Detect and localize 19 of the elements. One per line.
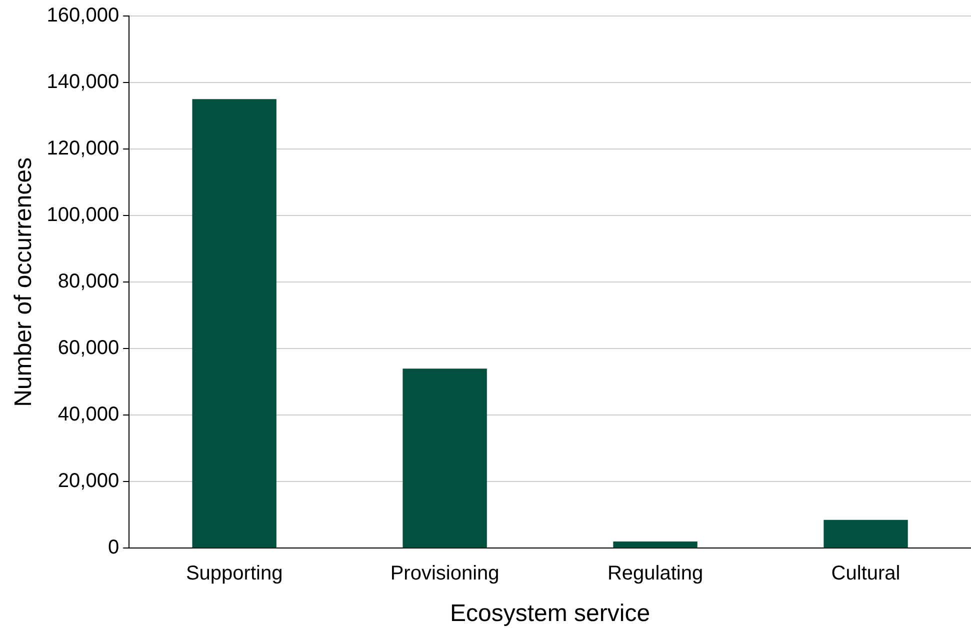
y-tick-label: 20,000: [58, 470, 120, 492]
x-tick-label: Cultural: [831, 562, 900, 585]
y-tick-label: 60,000: [58, 337, 120, 360]
y-axis-title: Number of occurrences: [10, 157, 38, 407]
bar: [402, 368, 487, 548]
y-tick-label: 120,000: [46, 138, 120, 160]
y-tick-label: 160,000: [46, 4, 120, 27]
y-tick-label: 100,000: [46, 204, 120, 226]
bar: [192, 99, 276, 548]
bar: [613, 542, 698, 548]
x-axis-title: Ecosystem service: [450, 600, 650, 628]
y-tick-label: 140,000: [46, 71, 120, 94]
y-tick-label: 0: [108, 536, 120, 559]
x-tick-label: Provisioning: [390, 562, 500, 585]
bar: [824, 520, 908, 548]
y-tick-label: 80,000: [58, 270, 120, 293]
x-tick-label: Supporting: [186, 562, 283, 585]
y-tick-label: 40,000: [58, 404, 120, 426]
x-tick-label: Regulating: [607, 562, 704, 585]
